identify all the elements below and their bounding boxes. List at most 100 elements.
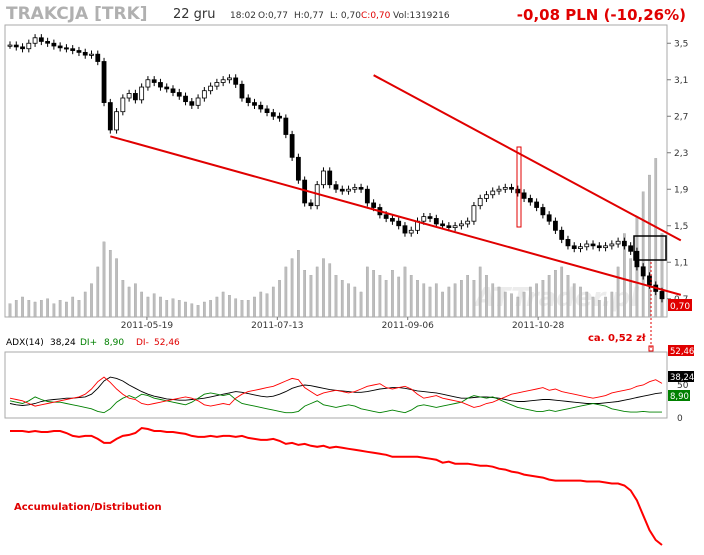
volume-bar (209, 300, 212, 318)
price-candle (471, 205, 477, 222)
volume-bar (466, 275, 470, 318)
price-candle (352, 187, 358, 190)
price-candle (89, 53, 94, 56)
price-candle (484, 194, 489, 199)
volume-bar (353, 286, 357, 318)
volume-bar (297, 250, 300, 318)
volume-bar (215, 296, 219, 318)
price-candle (346, 188, 351, 192)
price-candle (383, 214, 389, 219)
volume-bar (152, 293, 156, 318)
date-tick-label: 2011-05-19 (121, 321, 174, 331)
price-candle (183, 95, 188, 103)
price-tick-label: 2,3 (674, 149, 688, 159)
volume-bar (434, 283, 438, 318)
volume-bar (623, 233, 626, 318)
price-candle (308, 202, 314, 207)
price-candle (176, 92, 182, 97)
last-close-badge (668, 299, 692, 311)
price-candle (20, 46, 25, 50)
volume-bar (585, 291, 589, 318)
price-candle (283, 117, 289, 135)
price-candle (590, 243, 596, 247)
price-candle (220, 79, 226, 83)
price-candle (95, 53, 101, 62)
volume-bar (278, 280, 281, 318)
diplus-legend-value: 8,90 (104, 338, 124, 348)
volume-bar (491, 283, 495, 318)
volume-bar (190, 303, 194, 318)
price-candle (440, 223, 445, 227)
price-candle (277, 115, 282, 119)
price-candle (82, 51, 88, 56)
volume-bar (453, 283, 457, 318)
price-candle (289, 134, 295, 158)
volume-bar (554, 270, 557, 318)
volume-bar (322, 258, 325, 318)
volume-bar (654, 158, 658, 318)
adx-legend-name: ADX(14) (6, 338, 44, 348)
price-candle (245, 97, 251, 103)
header-open: O:0,77 (258, 11, 288, 21)
price-candle (132, 93, 138, 101)
price-candle (390, 218, 395, 222)
volume-bar (328, 263, 332, 318)
volume-bar (528, 286, 532, 318)
price-candle (51, 42, 57, 47)
volume-bar (108, 250, 112, 318)
price-candle (521, 192, 527, 199)
price-candle (189, 101, 195, 106)
price-candle (584, 243, 590, 248)
volume-bar (641, 191, 645, 318)
price-candle (252, 102, 257, 106)
diplus-badge-label: 8,90 (670, 392, 689, 402)
volume-bar (472, 280, 476, 318)
volume-bar (253, 296, 256, 318)
price-candle (647, 275, 652, 286)
volume-bar (102, 241, 106, 318)
price-candle (295, 156, 301, 181)
trend-channel (110, 74, 682, 296)
last-close-label: 0,70 (670, 302, 690, 312)
price-candle (465, 220, 471, 225)
price-candle (496, 188, 502, 192)
volume-bar (372, 270, 375, 318)
volume-bar (510, 293, 513, 318)
price-candle (540, 207, 546, 216)
price-candle (358, 187, 364, 190)
price-candle (534, 201, 540, 208)
price-candle (578, 246, 583, 249)
price-candle (145, 79, 151, 88)
volume-bar (259, 291, 263, 318)
price-candle (227, 77, 232, 81)
volume-bar (115, 258, 118, 318)
diminus-line (9, 376, 663, 408)
volume-bar (90, 283, 93, 318)
price-candle (201, 90, 207, 99)
price-candle (321, 170, 326, 186)
volume-bar (58, 300, 62, 318)
price-candle (13, 44, 19, 48)
volume-bar (397, 276, 401, 318)
volume-bar (365, 266, 369, 318)
price-candle (659, 291, 665, 300)
volume-bar (334, 275, 338, 318)
price-candle (396, 220, 402, 227)
volume-bar (71, 296, 75, 318)
price-candle (264, 108, 270, 113)
adx-badge (668, 371, 694, 382)
header: TRAKCJA [TRK] 22 gru 18:02 O:0,77 H:0,77… (6, 4, 686, 24)
price-tick-label: 3,1 (674, 76, 688, 86)
volume-bar (629, 258, 633, 318)
price-candle (151, 79, 157, 83)
volume-bar (234, 298, 238, 318)
volume-bar (409, 275, 413, 318)
price-candle (603, 245, 608, 249)
volume-bar (610, 291, 614, 318)
highlight-box (633, 235, 667, 261)
accumulation-distribution-line (10, 426, 663, 546)
header-low: L: 0,70 (330, 11, 361, 21)
price-candle (571, 245, 577, 249)
price-candle (38, 37, 44, 42)
